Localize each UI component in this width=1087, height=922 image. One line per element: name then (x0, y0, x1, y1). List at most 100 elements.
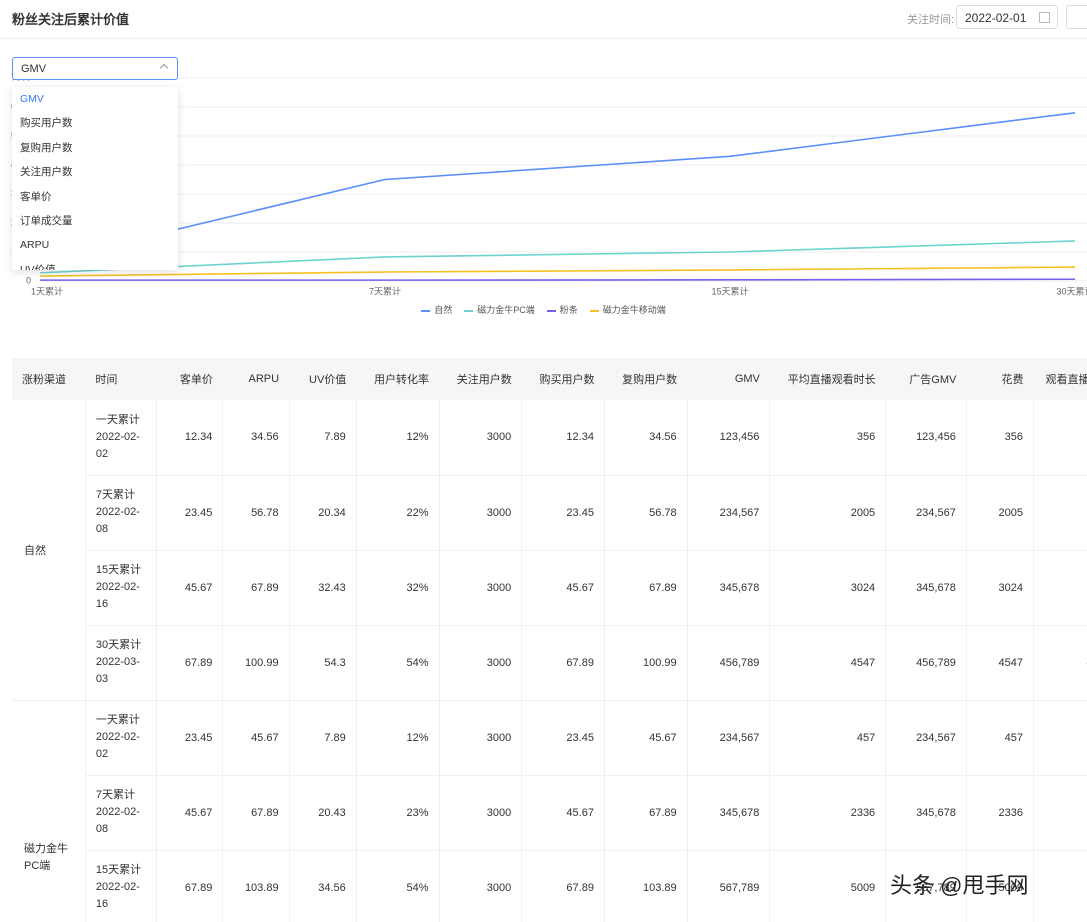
legend-item[interactable]: 自然 (421, 303, 452, 316)
value-cell: 2005 (1033, 475, 1087, 551)
time-cell: 7天累计 2022-02-08 (85, 475, 158, 551)
legend-swatch (464, 309, 474, 312)
value-cell: 5009 (966, 850, 1035, 922)
legend-label: 磁力金牛移动端 (602, 305, 666, 315)
column-header: 关注用户数 (439, 358, 522, 400)
x-tick-label: 15天累计 (711, 285, 748, 296)
x-tick-label: 7天累计 (369, 285, 401, 296)
value-cell: 5009 (769, 850, 887, 922)
value-cell: 45.67 (156, 550, 224, 626)
metric-option[interactable]: 客单价 (20, 190, 52, 203)
channel-name: 磁力金牛PC端 (24, 842, 68, 872)
value-cell: 54% (356, 850, 440, 922)
legend-label: 粉条 (559, 305, 578, 315)
metric-option[interactable]: ARPU (20, 239, 50, 252)
value-cell: 3000 (439, 550, 523, 626)
header-row: 涨粉渠道 时间 客单价 ARPU UV价值 用户转化率 关注用户数 购买用户数 复购用户数 GMV… (12, 358, 1087, 400)
value-cell: 20.34 (289, 475, 357, 551)
metric-option[interactable]: 订单成交量 (20, 214, 73, 227)
column-header: ARPU (222, 358, 290, 400)
value-cell: 457 (966, 700, 1035, 776)
value-cell: 12% (356, 700, 440, 776)
table-row: 磁力金牛PC端 一天累计 2022-02-02 23.45 45.67 7.89 12% 30… (12, 700, 1087, 922)
value-cell: 23.45 (521, 475, 605, 551)
value-cell: 23.45 (156, 475, 224, 551)
value-cell: 3000 (439, 625, 523, 701)
value-cell: 123,456 (885, 400, 967, 476)
value-cell: 103.89 (604, 850, 688, 922)
chart: 010002000300040005000600070001天累计7天累计15天… (11, 72, 1087, 296)
value-cell: 45.67 (222, 700, 290, 776)
column-header: 涨粉渠道 (12, 358, 86, 400)
legend-item[interactable]: 磁力金牛PC端 (464, 303, 535, 316)
value-cell: 32% (356, 550, 440, 626)
metric-option[interactable]: 关注用户数 (20, 166, 73, 179)
table-row: 15天累计 2022-02-16 45.67 67.89 32.43 32% 3000 45.… (12, 550, 1087, 626)
legend-swatch (421, 309, 431, 312)
table-row: 7天累计 2022-02-08 45.67 67.89 20.43 23% 3000 45.6… (12, 775, 1087, 851)
value-cell: 345,678 (885, 550, 967, 626)
value-cell: 100.99 (604, 625, 688, 701)
column-header: 平均直播观看时长 (769, 358, 886, 400)
value-cell: 56.78 (604, 475, 688, 551)
download-button[interactable] (1066, 5, 1087, 29)
value-cell: 4547 (769, 625, 887, 701)
legend-item[interactable]: 粉条 (546, 303, 578, 316)
value-cell: 3024 (966, 550, 1035, 626)
date: 2022-02-02 (95, 430, 140, 460)
value-cell: 2336 (966, 775, 1035, 851)
value-cell: 3024 (769, 550, 887, 626)
value-cell: 345,678 (687, 550, 771, 626)
channel-cell: 磁力金牛PC端 (12, 700, 86, 922)
channel-name: 自然 (24, 544, 46, 557)
series-line (39, 112, 1076, 263)
value-cell: 23% (356, 775, 440, 851)
metric-select[interactable]: GMV (12, 57, 178, 80)
x-tick-label: 1天累计 (31, 285, 63, 296)
column-header: UV价值 (289, 358, 357, 400)
watermark: 头条 @甩手网 (890, 873, 1029, 898)
legend-item[interactable]: 磁力金牛移动端 (589, 303, 666, 316)
period: 15天累计 (95, 864, 142, 876)
time-cell: 30天累计 2022-03-03 (85, 625, 158, 701)
time-cell: 15天累计 2022-02-16 (85, 550, 158, 626)
value-cell: 67.89 (521, 625, 605, 701)
value-cell: 23.45 (521, 700, 605, 776)
time-cell: 7天累计 2022-02-08 (85, 775, 158, 851)
metric-option[interactable]: UV价值 (20, 263, 56, 270)
x-tick-label: 30天累计 (1056, 285, 1087, 296)
metric-option[interactable]: 复购用户数 (20, 141, 73, 154)
column-header: 观看直播次数 (1033, 358, 1087, 400)
legend-swatch (589, 309, 599, 312)
value-cell: 12.34 (156, 400, 224, 476)
value-cell: 67.89 (222, 550, 290, 626)
value-cell: 7.89 (289, 700, 357, 776)
value-cell: 12.34 (521, 400, 605, 476)
table-row: 30天累计 2022-03-03 67.89 100.99 54.3 54% 3000 67.… (12, 625, 1087, 701)
value-cell: 56.78 (222, 475, 290, 551)
value-cell: 457 (769, 700, 887, 776)
column-header: 花费 (966, 358, 1034, 400)
value-cell: 456,789 (885, 625, 967, 701)
caret (159, 63, 169, 73)
metric-option[interactable]: 购买用户数 (20, 117, 73, 130)
value-cell: 3000 (439, 700, 523, 776)
value-cell: 2336 (1033, 775, 1087, 851)
date-picker[interactable]: 2022-02-01 (956, 5, 1058, 29)
divider (0, 38, 1087, 39)
metric-option[interactable]: GMV (20, 93, 44, 105)
value-cell: 2005 (966, 475, 1035, 551)
legend: 自然 磁力金牛PC端 粉条 磁力金牛移动端 (0, 303, 1087, 316)
value-cell: 7.89 (289, 400, 357, 476)
value-cell: 356 (1033, 400, 1087, 476)
y-tick-label: 0 (26, 275, 31, 285)
table-container: 涨粉渠道 时间 客单价 ARPU UV价值 用户转化率 关注用户数 购买用户数 复购用户数 GMV… (12, 358, 1087, 922)
value-cell: 356 (966, 400, 1035, 476)
value-cell: 3000 (439, 775, 523, 851)
value-cell: 67.89 (222, 775, 290, 851)
value-cell: 234,567 (885, 700, 967, 776)
data-table: 涨粉渠道 时间 客单价 ARPU UV价值 用户转化率 关注用户数 购买用户数 复购用户数 GMV… (12, 358, 1087, 922)
value-cell: 32.43 (289, 550, 357, 626)
date: 2022-02-16 (95, 581, 140, 610)
